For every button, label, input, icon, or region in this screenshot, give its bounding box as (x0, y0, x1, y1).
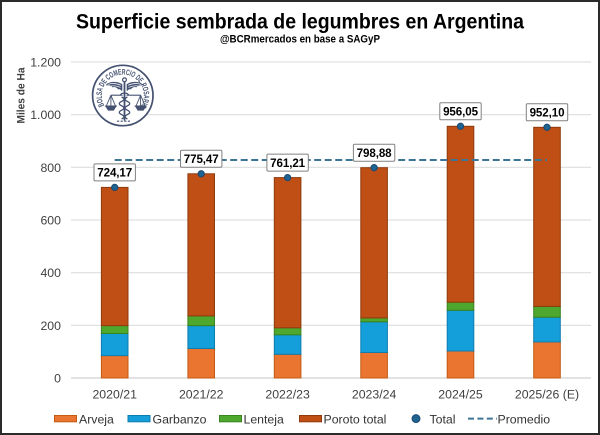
svg-text:600: 600 (40, 214, 61, 228)
svg-text:2021/22: 2021/22 (179, 388, 224, 402)
svg-text:Superficie sembrada de legumbr: Superficie sembrada de legumbres en Arge… (76, 10, 525, 34)
svg-text:400: 400 (40, 266, 61, 280)
svg-text:2023/24: 2023/24 (352, 388, 397, 402)
svg-text:Garbanzo: Garbanzo (153, 412, 207, 426)
svg-text:@BCRmercados en base a SAGyP: @BCRmercados en base a SAGyP (220, 34, 380, 46)
svg-text:2022/23: 2022/23 (265, 388, 310, 402)
svg-text:724,17: 724,17 (97, 167, 132, 180)
svg-text:775,47: 775,47 (184, 153, 219, 166)
svg-text:Lenteja: Lenteja (244, 412, 285, 426)
svg-text:Miles de Ha: Miles de Ha (16, 67, 28, 124)
svg-text:800: 800 (40, 161, 61, 175)
svg-text:2025/26 (E): 2025/26 (E) (515, 388, 579, 402)
svg-text:1.200: 1.200 (30, 56, 61, 70)
svg-text:Promedio: Promedio (498, 412, 551, 426)
svg-text:200: 200 (40, 319, 61, 333)
svg-text:1.000: 1.000 (30, 108, 61, 122)
svg-text:2024/25: 2024/25 (438, 388, 483, 402)
svg-text:798,88: 798,88 (357, 147, 393, 160)
svg-text:2020/21: 2020/21 (92, 388, 137, 402)
svg-text:Total: Total (430, 412, 456, 426)
svg-text:956,05: 956,05 (443, 106, 479, 119)
svg-text:Arveja: Arveja (79, 412, 114, 426)
svg-text:761,21: 761,21 (270, 157, 306, 170)
svg-text:952,10: 952,10 (530, 107, 565, 120)
svg-text:Poroto total: Poroto total (324, 412, 387, 426)
svg-text:0: 0 (54, 372, 61, 386)
